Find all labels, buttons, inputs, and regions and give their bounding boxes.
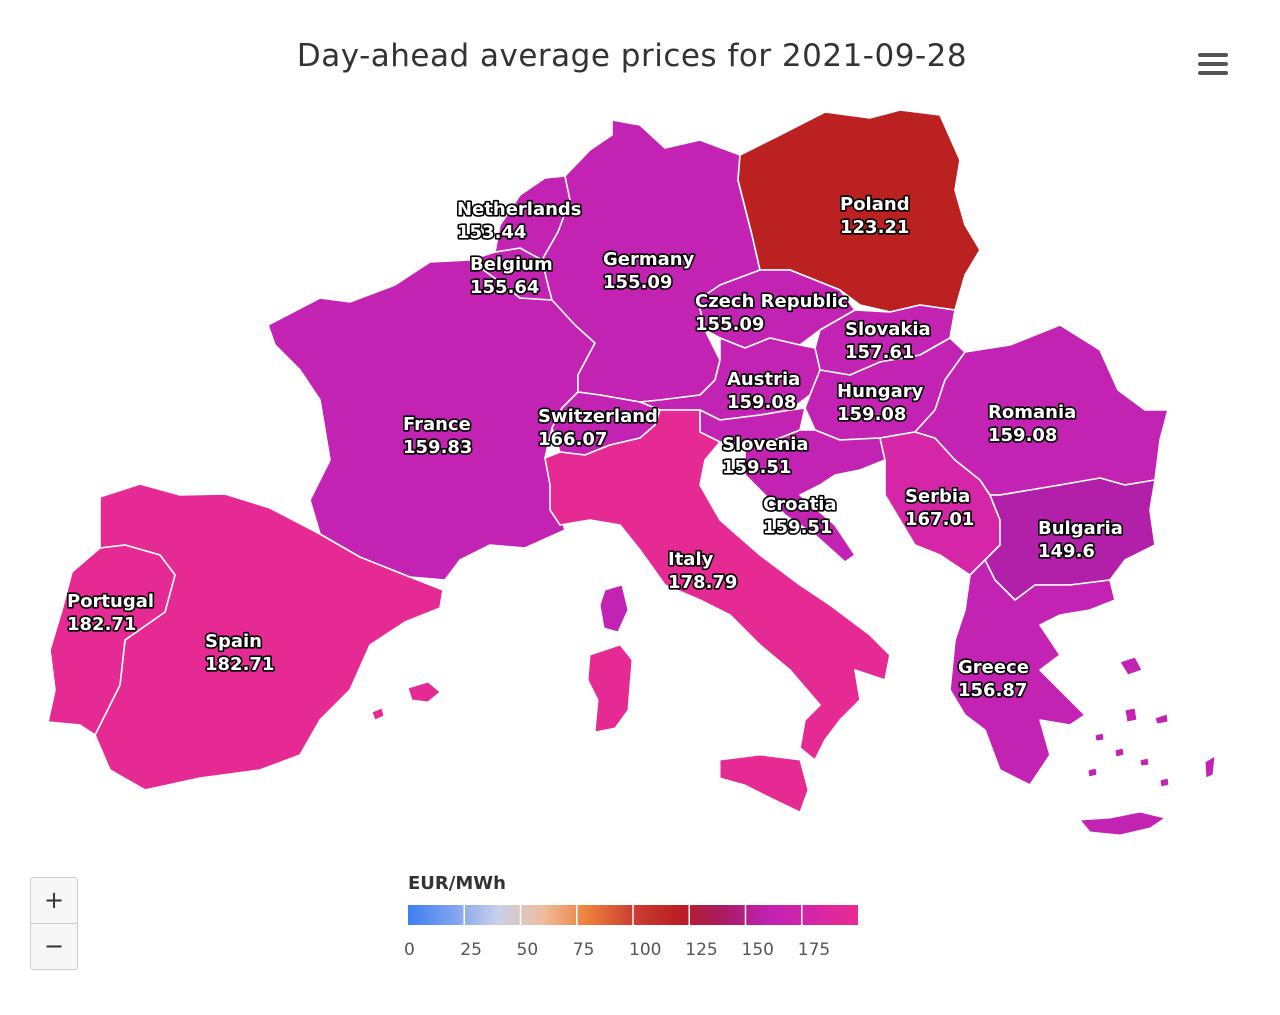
island-ibiza — [371, 707, 385, 721]
label-germany: Germany 155.09 — [601, 247, 696, 294]
island-rhodes — [1204, 755, 1216, 779]
label-austria: Austria 159.08 — [725, 367, 801, 414]
label-serbia: Serbia 167.01 — [903, 484, 976, 531]
label-switzerland-value: 166.07 — [538, 429, 607, 450]
label-spain-name: Spain — [205, 631, 262, 652]
zoom-out-button[interactable]: − — [31, 923, 77, 969]
country-bulgaria[interactable] — [984, 477, 1156, 601]
legend-tick-labels: 0 25 50 75 100 125 150 175 — [404, 940, 858, 962]
label-portugal-name: Portugal — [67, 591, 154, 612]
legend-tick-label: 50 — [516, 940, 539, 960]
island-sardinia — [587, 644, 633, 733]
label-croatia: Croatia 159.51 — [761, 492, 838, 539]
europe-price-map: Netherlands 153.44 Poland 123.21 Belgium… — [47, 109, 1216, 836]
label-slovenia-name: Slovenia — [722, 434, 809, 455]
label-bulgaria: Bulgaria 149.6 — [1036, 516, 1124, 563]
island-crete — [1078, 811, 1167, 836]
label-germany-name: Germany — [603, 249, 695, 270]
country-portugal[interactable] — [47, 544, 176, 736]
label-netherlands: Netherlands 153.44 — [455, 197, 583, 244]
label-belgium: Belgium 155.64 — [468, 252, 554, 299]
label-france-value: 159.83 — [403, 437, 472, 458]
island-lesbos — [1119, 656, 1143, 676]
legend-tick-label: 125 — [685, 940, 718, 960]
map-title: Day-ahead average prices for 2021-09-28 — [296, 38, 968, 74]
label-croatia-value: 159.51 — [763, 517, 832, 538]
label-greece-name: Greece — [958, 657, 1029, 678]
label-poland-name: Poland — [840, 194, 910, 215]
zoom-controls: + − — [30, 877, 78, 970]
label-france: France 159.83 — [401, 412, 474, 459]
country-greece[interactable] — [949, 559, 1116, 786]
hamburger-menu-icon[interactable] — [1192, 48, 1234, 84]
island-small-2 — [1114, 747, 1125, 758]
island-small-1 — [1094, 732, 1105, 742]
legend-tick-label: 150 — [741, 940, 774, 960]
label-slovenia-value: 159.51 — [722, 457, 791, 478]
label-czech-republic: Czech Republic 155.09 — [693, 289, 850, 336]
label-spain: Spain 182.71 — [203, 629, 276, 676]
label-france-name: France — [403, 414, 471, 435]
legend-tick-label: 175 — [797, 940, 831, 960]
label-bulgaria-value: 149.6 — [1038, 541, 1095, 562]
label-bulgaria-name: Bulgaria — [1038, 518, 1123, 539]
label-hungary-value: 159.08 — [837, 404, 906, 425]
island-small-5 — [1087, 767, 1098, 778]
legend-tick-label: 100 — [629, 940, 662, 960]
label-netherlands-name: Netherlands — [457, 199, 582, 220]
label-serbia-name: Serbia — [905, 486, 970, 507]
label-belgium-name: Belgium — [470, 254, 553, 275]
label-romania: Romania 159.08 — [986, 400, 1077, 447]
label-portugal: Portugal 182.71 — [65, 589, 155, 636]
island-small-4 — [1159, 777, 1170, 788]
island-chios — [1124, 707, 1138, 723]
label-romania-value: 159.08 — [988, 425, 1057, 446]
country-croatia[interactable] — [744, 429, 886, 563]
island-sicily — [719, 754, 809, 813]
island-samos — [1154, 713, 1169, 725]
label-belgium-value: 155.64 — [470, 277, 539, 298]
label-slovakia-name: Slovakia — [845, 319, 931, 340]
label-czech-republic-name: Czech Republic — [695, 291, 848, 312]
label-portugal-value: 182.71 — [67, 614, 136, 635]
label-hungary: Hungary 159.08 — [835, 379, 925, 426]
label-germany-value: 155.09 — [603, 272, 672, 293]
label-hungary-name: Hungary — [837, 381, 924, 402]
zoom-in-button[interactable]: + — [43, 886, 65, 914]
label-poland: Poland 123.21 — [838, 192, 911, 239]
label-czech-republic-value: 155.09 — [695, 314, 764, 335]
label-austria-name: Austria — [727, 369, 800, 390]
country-italy[interactable] — [544, 409, 891, 761]
label-slovenia: Slovenia 159.51 — [720, 432, 810, 479]
label-italy-name: Italy — [668, 549, 714, 570]
legend-color-scale — [408, 905, 858, 925]
legend-tick-label: 0 — [404, 940, 415, 960]
label-italy: Italy 178.79 — [666, 547, 739, 594]
legend-tick-label: 75 — [572, 940, 595, 960]
label-slovakia-value: 157.61 — [845, 342, 914, 363]
label-austria-value: 159.08 — [727, 392, 796, 413]
label-slovakia: Slovakia 157.61 — [843, 317, 932, 364]
label-switzerland-name: Switzerland — [538, 406, 658, 427]
island-corsica — [599, 584, 629, 633]
label-greece-value: 156.87 — [958, 680, 1027, 701]
label-croatia-name: Croatia — [763, 494, 837, 515]
legend-tick-label: 25 — [460, 940, 482, 960]
label-greece: Greece 156.87 — [956, 655, 1030, 702]
label-spain-value: 182.71 — [205, 654, 274, 675]
label-switzerland: Switzerland 166.07 — [536, 404, 659, 451]
island-small-3 — [1139, 757, 1150, 767]
legend-title: EUR/MWh — [408, 873, 506, 894]
island-mallorca — [407, 681, 441, 703]
label-romania-name: Romania — [988, 402, 1076, 423]
label-netherlands-value: 153.44 — [457, 222, 526, 243]
label-poland-value: 123.21 — [840, 217, 909, 238]
label-italy-value: 178.79 — [668, 572, 737, 593]
label-serbia-value: 167.01 — [905, 509, 974, 530]
